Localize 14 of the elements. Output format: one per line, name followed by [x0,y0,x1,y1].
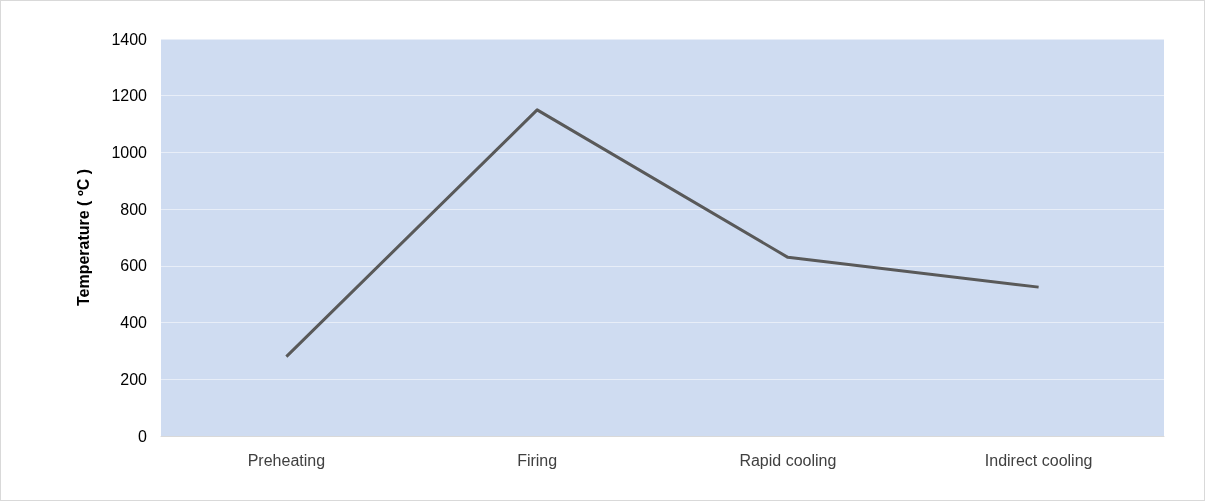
x-tick-label: Indirect cooling [984,451,1093,469]
y-tick-label: 600 [120,257,148,275]
y-tick-label: 800 [120,200,148,218]
x-tick-label: Rapid cooling [739,451,837,469]
x-tick-label: Firing [517,451,558,469]
line-series [284,108,1041,359]
y-tick-label: 1000 [111,143,148,161]
y-axis-title: Temperature ( ºC ) [74,168,92,307]
y-tick-label: 1400 [111,30,148,48]
y-tick-label: 200 [120,370,148,388]
y-tick-label: 400 [120,314,148,332]
y-tick-label: 0 [138,427,148,445]
x-tick-label: Preheating [247,451,326,469]
y-tick-label: 1200 [111,87,148,105]
